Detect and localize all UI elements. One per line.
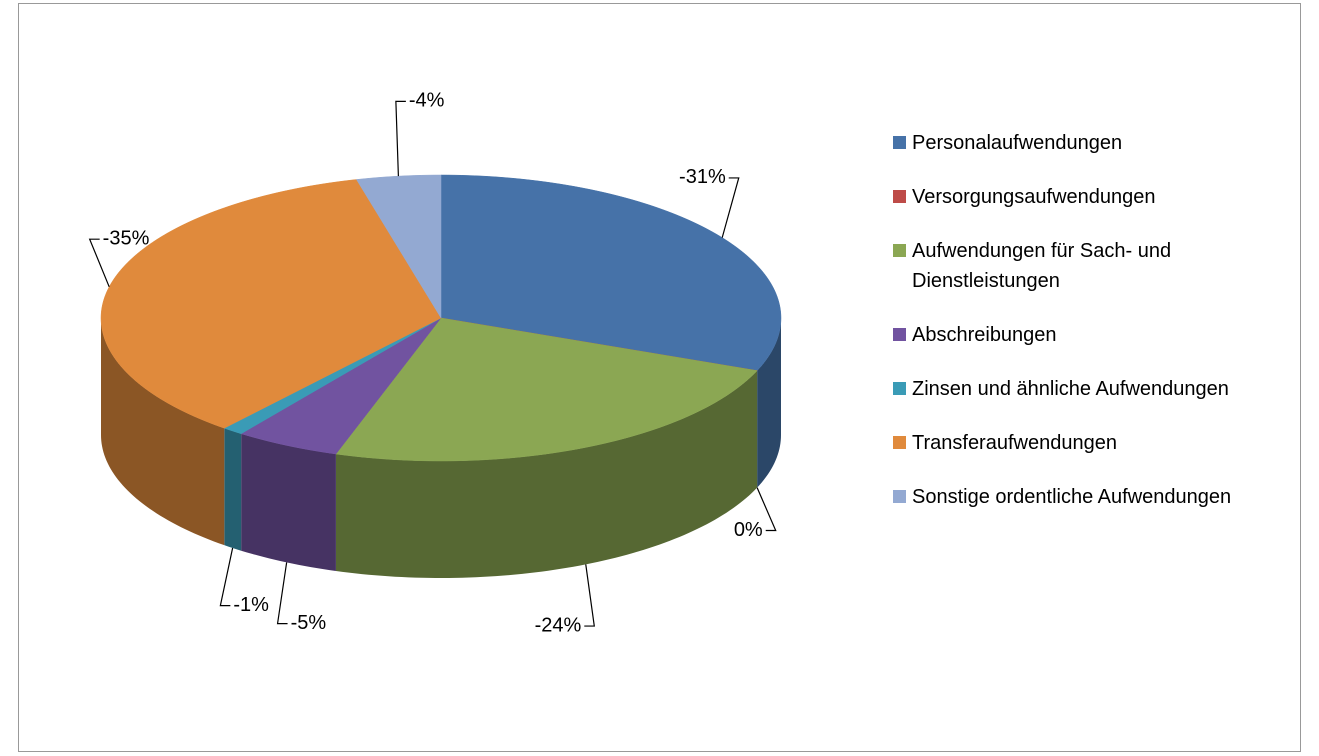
leader-line (395, 100, 406, 177)
pie-slice-side (224, 428, 242, 551)
pie-slice-side (757, 318, 781, 488)
data-label: 0% (734, 519, 763, 541)
pie-slice-side (335, 370, 758, 578)
leader-line (584, 564, 595, 627)
legend-swatch (893, 328, 906, 341)
data-label: -31% (679, 166, 726, 188)
pie-slice (440, 174, 782, 371)
legend-item: Personalaufwendungen (893, 128, 1313, 158)
chart-border (18, 3, 1301, 752)
legend-item: Sonstige ordentliche Aufwendungen (893, 482, 1313, 512)
legend: Personalaufwendungen Versorgungsaufwendun… (893, 128, 1313, 536)
legend-label: Versorgungsaufwendungen (912, 186, 1156, 208)
legend-swatch (893, 190, 906, 203)
legend-swatch (893, 136, 906, 149)
pie-slice (100, 179, 442, 429)
legend-label: Aufwendungen für Sach- und Dienstleistun… (912, 240, 1172, 292)
legend-label: Personalaufwendungen (912, 132, 1123, 154)
pie-slice-side (241, 433, 336, 572)
legend-swatch (893, 436, 906, 449)
legend-item: Abschreibungen (893, 320, 1313, 350)
leader-line (219, 547, 234, 607)
pie-slice (240, 317, 442, 455)
data-label: -4% (409, 90, 445, 112)
legend-item: Versorgungsaufwendungen (893, 182, 1313, 212)
legend-label: Transferaufwendungen (912, 432, 1117, 454)
legend-item: Zinsen und ähnliche Aufwendungen (893, 374, 1313, 404)
leader-line (756, 487, 777, 532)
pie-slice (356, 174, 442, 319)
legend-item: Transferaufwendungen (893, 428, 1313, 458)
leader-line (88, 238, 110, 288)
data-label: -24% (535, 614, 582, 636)
legend-label: Zinsen und ähnliche Aufwendungen (912, 378, 1229, 400)
legend-label: Abschreibungen (912, 324, 1057, 346)
leader-line (276, 562, 288, 625)
legend-item: Aufwendungen für Sach- und Dienstleistun… (893, 236, 1313, 296)
legend-swatch (893, 490, 906, 503)
data-label: -1% (233, 594, 269, 616)
legend-label: Sonstige ordentliche Aufwendungen (912, 486, 1232, 508)
data-label: -5% (291, 612, 327, 634)
data-label: -35% (103, 227, 150, 249)
pie-slice-side (101, 318, 225, 546)
leader-line (721, 177, 740, 238)
legend-swatch (893, 382, 906, 395)
legend-swatch (893, 244, 906, 257)
pie-slice (335, 317, 758, 462)
